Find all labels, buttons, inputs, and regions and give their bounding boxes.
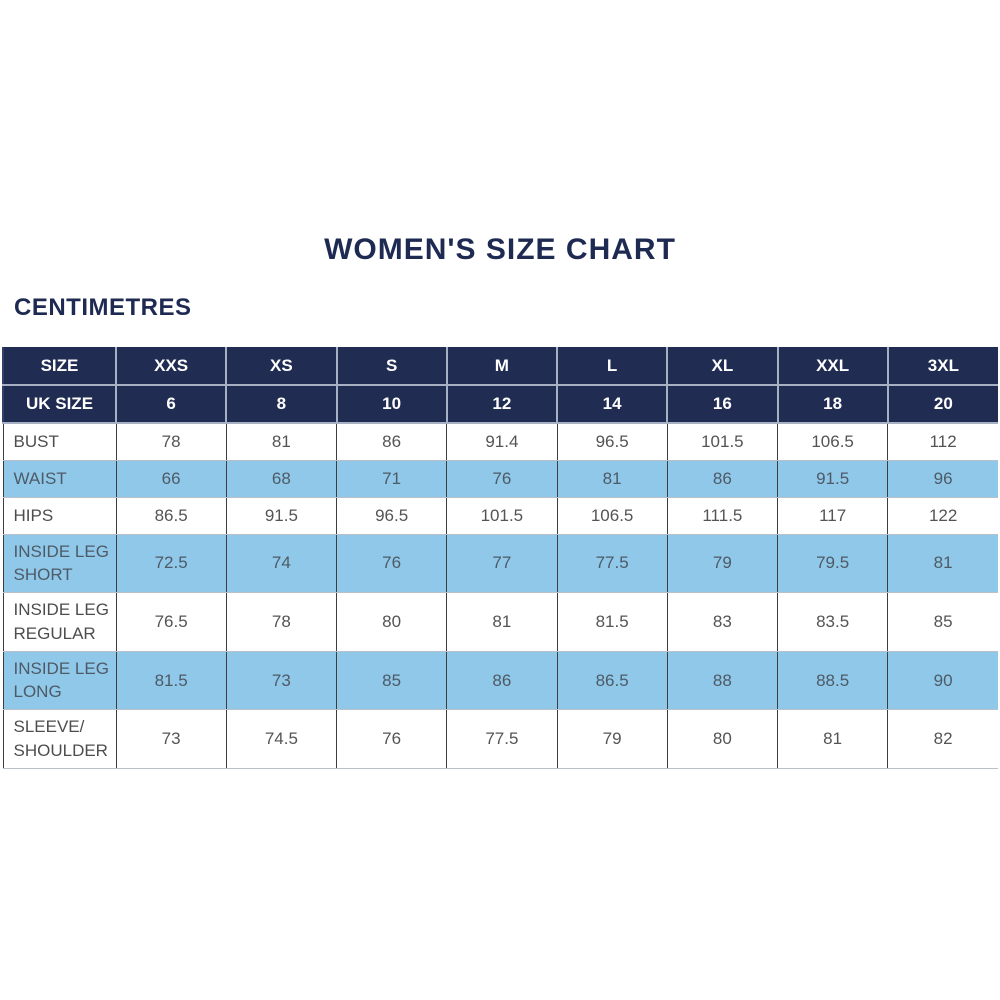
row-label-cell: BUST [2,422,117,461]
value-cell: 77 [446,533,558,594]
value-cell: 91.4 [446,422,558,461]
value-cell: 74.5 [225,709,338,769]
value-cell: 81 [446,592,558,652]
value-cell: 81.5 [556,592,668,652]
value-cell: 86 [666,459,779,498]
value-cell: 71 [335,459,448,498]
row-label-cell: INSIDE LEG REGULAR [2,592,117,652]
value-cell: 91.5 [776,459,889,498]
table-row: WAIST 66 68 71 76 81 86 91.5 96 [2,459,998,498]
header-value-cell: M [445,347,559,386]
table-row: HIPS 86.5 91.5 96.5 101.5 106.5 111.5 117 122 [2,496,998,535]
value-cell: 82 [887,709,998,769]
table-body: BUST 78 81 86 91.4 96.5 101.5 106.5 112 WAIST 66 68… [2,422,998,769]
value-cell: 76 [446,459,558,498]
header-value-cell: S [335,347,448,386]
header-row-uk-size: UK SIZE 6 8 10 12 14 16 18 20 [2,384,998,424]
value-cell: 86 [446,650,558,711]
table-row: BUST 78 81 86 91.4 96.5 101.5 106.5 112 [2,422,998,461]
header-value-cell: 8 [225,384,338,424]
value-cell: 86 [335,422,448,461]
header-row-size: SIZE XXS XS S M L XL XXL 3XL [2,347,998,386]
value-cell: 81.5 [115,650,227,711]
header-value-cell: 10 [335,384,448,424]
value-cell: 88 [666,650,779,711]
value-cell: 74 [225,533,338,594]
value-cell: 106.5 [776,422,889,461]
value-cell: 85 [335,650,448,711]
value-cell: 68 [225,459,338,498]
value-cell: 81 [887,533,998,594]
header-value-cell: 6 [114,384,228,424]
value-cell: 101.5 [666,422,779,461]
value-cell: 117 [776,496,889,535]
value-cell: 73 [115,709,227,769]
value-cell: 79.5 [776,533,889,594]
header-label-cell: UK SIZE [2,384,117,424]
value-cell: 72.5 [115,533,227,594]
header-value-cell: 20 [886,384,998,424]
value-cell: 106.5 [556,496,668,535]
unit-heading: CENTIMETRES [14,294,192,321]
value-cell: 90 [887,650,998,711]
value-cell: 112 [887,422,998,461]
row-label-cell: WAIST [2,459,117,498]
value-cell: 76.5 [115,592,227,652]
header-value-cell: XL [666,347,779,386]
table-header: SIZE XXS XS S M L XL XXL 3XL UK SIZE 6 8 10 12 14 16 18 2… [2,347,998,424]
value-cell: 111.5 [666,496,779,535]
size-chart-table: SIZE XXS XS S M L XL XXL 3XL UK SIZE 6 8 10 12 14 16 18 2… [2,347,998,769]
value-cell: 91.5 [225,496,338,535]
value-cell: 79 [556,709,668,769]
page: WOMEN'S SIZE CHART CENTIMETRES SIZE XXS XS… [2,233,998,769]
value-cell: 101.5 [446,496,558,535]
value-cell: 83 [666,592,779,652]
table-row: INSIDE LEG REGULAR 76.5 78 80 81 81.5 83 83.5 85 [2,592,998,652]
value-cell: 96.5 [335,496,448,535]
value-cell: 81 [776,709,889,769]
value-cell: 77.5 [556,533,668,594]
value-cell: 85 [887,592,998,652]
value-cell: 80 [335,592,448,652]
value-cell: 81 [556,459,668,498]
value-cell: 96 [887,459,998,498]
row-label-cell: INSIDE LEG SHORT [2,533,117,594]
header-label-cell: SIZE [2,347,117,386]
value-cell: 77.5 [446,709,558,769]
header-value-cell: L [555,347,669,386]
value-cell: 66 [115,459,227,498]
value-cell: 80 [666,709,779,769]
value-cell: 86.5 [556,650,668,711]
row-label-cell: SLEEVE/ SHOULDER [2,709,117,769]
row-label-cell: INSIDE LEG LONG [2,650,117,711]
value-cell: 96.5 [556,422,668,461]
header-value-cell: XS [225,347,338,386]
value-cell: 79 [666,533,779,594]
value-cell: 73 [225,650,338,711]
value-cell: 81 [225,422,338,461]
value-cell: 78 [115,422,227,461]
value-cell: 76 [335,533,448,594]
value-cell: 88.5 [776,650,889,711]
value-cell: 83.5 [776,592,889,652]
table-row: INSIDE LEG SHORT 72.5 74 76 77 77.5 79 79.5 81 [2,533,998,594]
header-value-cell: 14 [555,384,669,424]
value-cell: 78 [225,592,338,652]
value-cell: 76 [335,709,448,769]
value-cell: 86.5 [115,496,227,535]
row-label-cell: HIPS [2,496,117,535]
header-value-cell: XXL [776,347,889,386]
value-cell: 122 [887,496,998,535]
header-value-cell: 12 [445,384,559,424]
page-title: WOMEN'S SIZE CHART [324,233,676,266]
table-row: SLEEVE/ SHOULDER 73 74.5 76 77.5 79 80 81 82 [2,709,998,769]
header-value-cell: 16 [666,384,779,424]
header-value-cell: 18 [776,384,889,424]
header-value-cell: XXS [114,347,228,386]
table-row: INSIDE LEG LONG 81.5 73 85 86 86.5 88 88.5 90 [2,650,998,711]
header-value-cell: 3XL [886,347,998,386]
